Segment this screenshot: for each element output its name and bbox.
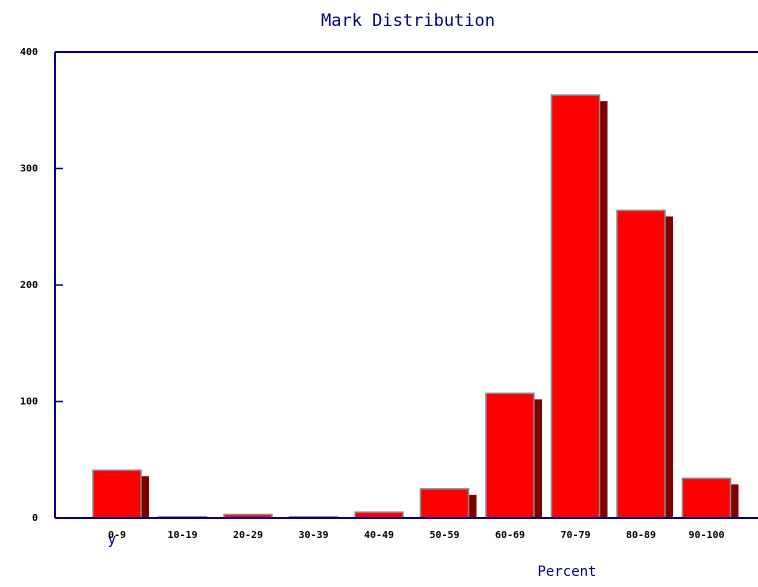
x-tick-label: 80-89 (626, 530, 656, 541)
y-tick-label: 100 (20, 397, 38, 408)
y-tick-label: 400 (20, 47, 38, 58)
y-tick-label: 300 (20, 164, 38, 175)
y-tick-label: 200 (20, 280, 38, 291)
bar (681, 477, 732, 519)
x-tick-label: 20-29 (233, 530, 263, 541)
bar (485, 392, 535, 519)
x-tick-label: 10-19 (167, 530, 197, 541)
chart-title: Mark Distribution (321, 11, 495, 31)
y-tick-label: 0 (32, 513, 38, 524)
x-tick-label: 40-49 (364, 530, 394, 541)
x-tick-label: 50-59 (429, 530, 459, 541)
bar (419, 488, 470, 519)
x-tick-label: 70-79 (560, 530, 590, 541)
x-tick-label: 30-39 (298, 530, 328, 541)
bar (616, 209, 666, 519)
x-tick-label: 60-69 (495, 530, 525, 541)
y-axis-label: y (108, 532, 116, 548)
x-tick-label: 0-9 (108, 530, 126, 541)
bar (550, 94, 601, 519)
x-axis-label: Percent (537, 564, 596, 580)
bar (92, 469, 142, 519)
x-tick-label: 90-100 (688, 530, 724, 541)
